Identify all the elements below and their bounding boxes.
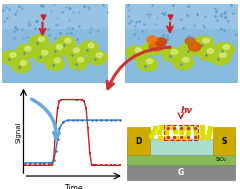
Circle shape (16, 44, 35, 59)
Text: hv: hv (181, 106, 193, 115)
Circle shape (88, 51, 107, 65)
Polygon shape (213, 127, 235, 155)
Circle shape (78, 57, 84, 62)
Circle shape (214, 43, 234, 57)
Circle shape (171, 50, 178, 54)
Text: S: S (221, 137, 227, 146)
Circle shape (147, 36, 157, 43)
Circle shape (56, 36, 75, 51)
Polygon shape (127, 155, 235, 165)
Circle shape (203, 38, 209, 43)
Circle shape (182, 57, 189, 62)
Circle shape (155, 38, 167, 46)
Circle shape (48, 43, 67, 57)
Circle shape (38, 37, 44, 41)
Circle shape (137, 57, 157, 71)
Circle shape (180, 42, 200, 56)
Circle shape (25, 46, 31, 51)
Circle shape (143, 41, 163, 55)
Circle shape (20, 61, 27, 65)
Text: Signal: Signal (16, 122, 22, 143)
Circle shape (96, 53, 102, 57)
Circle shape (33, 48, 52, 63)
Circle shape (194, 36, 214, 51)
Text: G: G (178, 168, 184, 177)
Circle shape (126, 46, 146, 60)
Circle shape (198, 47, 218, 61)
Circle shape (185, 37, 195, 45)
Circle shape (79, 41, 98, 55)
Circle shape (30, 35, 49, 49)
Text: SiO₂: SiO₂ (215, 157, 226, 162)
Bar (164, 125, 198, 140)
Circle shape (56, 45, 62, 49)
Circle shape (220, 53, 226, 57)
Circle shape (73, 48, 79, 53)
Circle shape (223, 45, 230, 49)
Circle shape (173, 55, 194, 70)
Circle shape (69, 55, 88, 70)
Polygon shape (2, 4, 108, 29)
Circle shape (65, 38, 71, 43)
Circle shape (65, 46, 84, 60)
Circle shape (149, 41, 164, 51)
Polygon shape (125, 4, 238, 29)
Circle shape (189, 44, 196, 49)
Circle shape (135, 48, 142, 53)
Text: D: D (135, 137, 142, 146)
Polygon shape (127, 165, 235, 180)
Circle shape (210, 51, 231, 65)
Circle shape (46, 56, 65, 70)
Polygon shape (127, 139, 235, 155)
Polygon shape (125, 4, 238, 83)
Circle shape (88, 43, 94, 48)
Circle shape (162, 47, 182, 62)
Circle shape (12, 59, 31, 73)
Circle shape (189, 42, 201, 51)
Circle shape (152, 43, 158, 48)
Circle shape (54, 58, 60, 63)
Circle shape (207, 49, 214, 53)
Circle shape (1, 51, 20, 65)
Polygon shape (2, 4, 108, 83)
Circle shape (10, 53, 16, 57)
Circle shape (146, 59, 153, 64)
Polygon shape (127, 127, 150, 155)
Circle shape (42, 50, 48, 55)
Text: Time: Time (65, 184, 84, 189)
